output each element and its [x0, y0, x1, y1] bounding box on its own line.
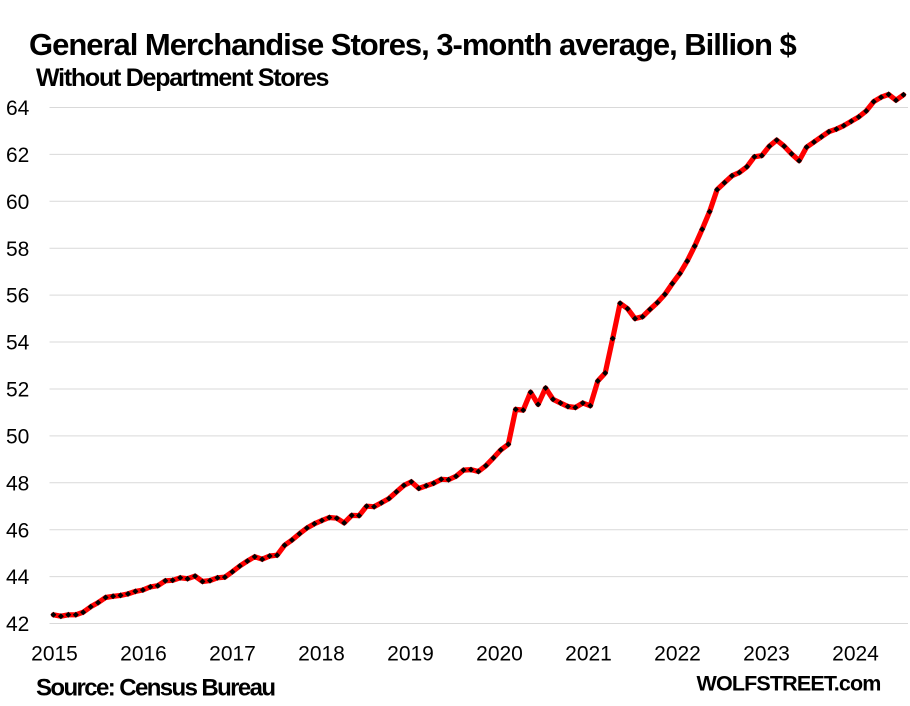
- svg-text:42: 42: [6, 613, 29, 636]
- svg-text:2021: 2021: [565, 642, 612, 665]
- svg-text:50: 50: [6, 426, 29, 449]
- svg-text:WOLFSTREET.com: WOLFSTREET.com: [697, 672, 881, 696]
- svg-text:2024: 2024: [832, 642, 879, 665]
- svg-text:General Merchandise Stores, 3-: General Merchandise Stores, 3-month aver…: [29, 27, 796, 62]
- svg-text:48: 48: [6, 472, 29, 495]
- svg-text:2023: 2023: [743, 642, 790, 665]
- svg-text:46: 46: [6, 519, 29, 542]
- svg-text:2016: 2016: [120, 642, 167, 665]
- svg-text:2018: 2018: [298, 642, 345, 665]
- svg-text:54: 54: [6, 332, 30, 355]
- svg-text:44: 44: [6, 566, 30, 589]
- svg-text:2019: 2019: [387, 642, 434, 665]
- svg-text:62: 62: [6, 144, 29, 167]
- svg-text:2022: 2022: [654, 642, 701, 665]
- svg-text:Source: Census Bureau: Source: Census Bureau: [36, 675, 275, 702]
- svg-text:2017: 2017: [209, 642, 256, 665]
- svg-text:2015: 2015: [31, 642, 78, 665]
- svg-text:64: 64: [6, 97, 30, 120]
- svg-text:56: 56: [6, 285, 29, 308]
- svg-text:2020: 2020: [476, 642, 523, 665]
- svg-text:60: 60: [6, 191, 29, 214]
- svg-text:52: 52: [6, 379, 29, 402]
- svg-text:58: 58: [6, 238, 29, 261]
- svg-text:Without Department Stores: Without Department Stores: [36, 64, 328, 92]
